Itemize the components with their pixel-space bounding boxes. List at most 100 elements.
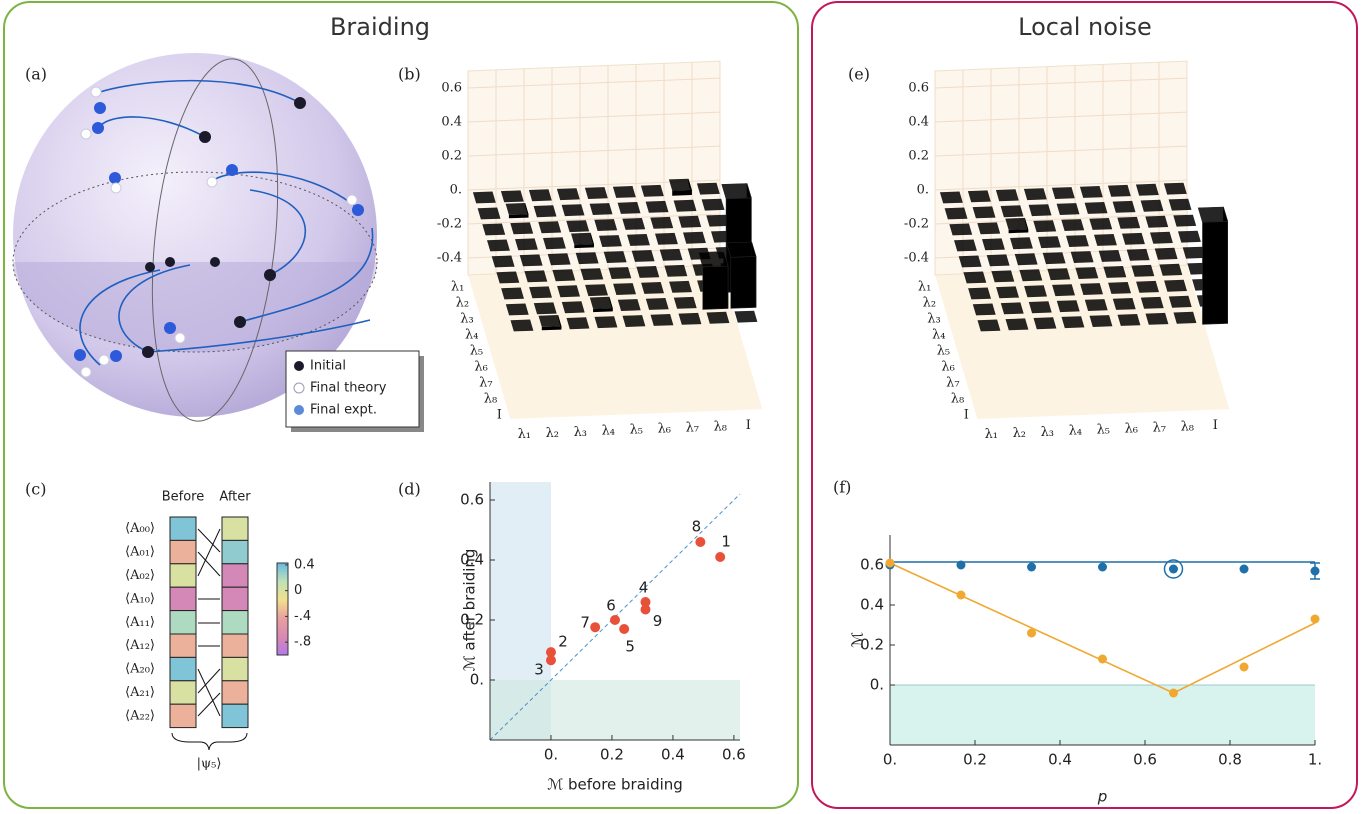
bar-top	[645, 298, 669, 310]
bar-top	[491, 255, 515, 268]
bar-top	[1122, 232, 1145, 245]
bar-top	[1080, 283, 1103, 295]
bar-top	[566, 220, 590, 233]
colorbar-strip	[277, 629, 288, 632]
y-tick-label: 0.4	[860, 596, 884, 614]
col-label: λ₆	[658, 421, 671, 436]
z-tick-label: 0.6	[441, 81, 462, 96]
row-label: ⟨A₀₀⟩	[125, 521, 155, 536]
bar-top	[986, 254, 1010, 267]
bar-top	[1084, 202, 1108, 214]
bar-top	[501, 287, 524, 300]
cell	[169, 539, 197, 565]
bar-top	[1033, 317, 1057, 330]
bar-top	[1159, 263, 1183, 276]
colorbar-strip	[277, 649, 288, 652]
bar-top	[701, 198, 725, 211]
bar-top	[482, 223, 506, 236]
bar-top	[585, 284, 608, 297]
box-title: Braiding	[330, 13, 430, 41]
row-label: I	[497, 408, 502, 423]
bar-top	[696, 182, 720, 195]
bar-top	[1038, 236, 1061, 249]
bar-top	[529, 286, 552, 299]
colorbar-strip	[277, 625, 288, 628]
panel-label: (a)	[25, 65, 47, 84]
panel-label: (d)	[398, 480, 421, 499]
colorbar-strip	[277, 631, 288, 634]
point	[1239, 564, 1249, 574]
bar-top	[1131, 264, 1155, 277]
bar-top	[650, 216, 674, 229]
bar-top	[1164, 279, 1187, 292]
colorbar-strip	[277, 607, 288, 610]
bar-top	[500, 190, 524, 203]
bar-top	[977, 222, 1001, 235]
bar-top	[608, 267, 632, 279]
bar-top	[622, 315, 646, 327]
bar-top	[1024, 285, 1047, 298]
colorbar-strip	[277, 573, 288, 576]
z-tick-label: 0.	[450, 183, 462, 198]
bar-top	[538, 221, 562, 234]
col-label: I	[1213, 418, 1218, 433]
column-label: After	[219, 490, 251, 505]
colorbar-strip	[277, 581, 288, 584]
col-label: λ₈	[714, 419, 727, 434]
bar-top	[1089, 315, 1113, 327]
bar-top	[580, 268, 604, 281]
colorbar-strip	[277, 563, 288, 566]
bar-top	[543, 237, 566, 250]
row-label: λ₁	[918, 280, 931, 295]
bar-top	[659, 248, 683, 261]
y-tick-label: 0.	[870, 676, 884, 694]
bar-top	[594, 316, 618, 329]
permutation-arrows	[197, 528, 221, 717]
bar-top	[982, 238, 1005, 251]
panel-label: (e)	[848, 65, 870, 84]
bar-top	[552, 269, 576, 282]
bar-top	[963, 271, 987, 284]
colorbar-strip	[277, 593, 288, 596]
bar-top	[1136, 280, 1159, 293]
y-tick-label: 0.4	[460, 551, 484, 569]
bar-top	[683, 231, 706, 244]
bar-top	[1066, 235, 1089, 247]
bar-top	[949, 223, 973, 236]
col-label: λ₇	[686, 420, 699, 435]
colorbar-strip	[277, 623, 288, 626]
bar-top	[627, 234, 650, 246]
colorbar-strip	[277, 615, 288, 618]
x-tick-label: 0.6	[722, 746, 746, 764]
point	[1027, 562, 1037, 572]
colorbar-strip	[277, 651, 288, 654]
point-label: 8	[692, 518, 702, 536]
bar-top	[1084, 299, 1108, 311]
row-label: ⟨A₁₁⟩	[125, 615, 155, 630]
bar-top	[1135, 183, 1159, 196]
colorbar-strip	[277, 589, 288, 592]
z-tick-label: 0.	[917, 183, 929, 198]
point	[956, 560, 966, 570]
point	[619, 624, 630, 634]
grid-line	[467, 213, 721, 225]
colorbar-strip	[277, 565, 288, 568]
row-label: λ₆	[941, 360, 954, 375]
row-label: ⟨A₀₁⟩	[125, 545, 155, 560]
point	[1098, 562, 1107, 572]
z-tick-label: 0.4	[441, 115, 462, 130]
y-tick-label: 0.6	[860, 556, 884, 574]
grid-line	[934, 179, 1188, 191]
colorbar-strip	[277, 569, 288, 572]
bar-top	[1112, 200, 1136, 213]
bar-top	[1140, 296, 1164, 309]
bar-top	[734, 310, 758, 323]
bar-top	[1182, 246, 1206, 259]
col-label: λ₁	[985, 427, 998, 442]
shade	[890, 685, 1315, 745]
point	[885, 558, 895, 568]
bar-front	[730, 256, 757, 309]
bar-top	[1089, 218, 1113, 230]
bar-top	[1000, 302, 1024, 315]
bar-top	[655, 232, 678, 245]
